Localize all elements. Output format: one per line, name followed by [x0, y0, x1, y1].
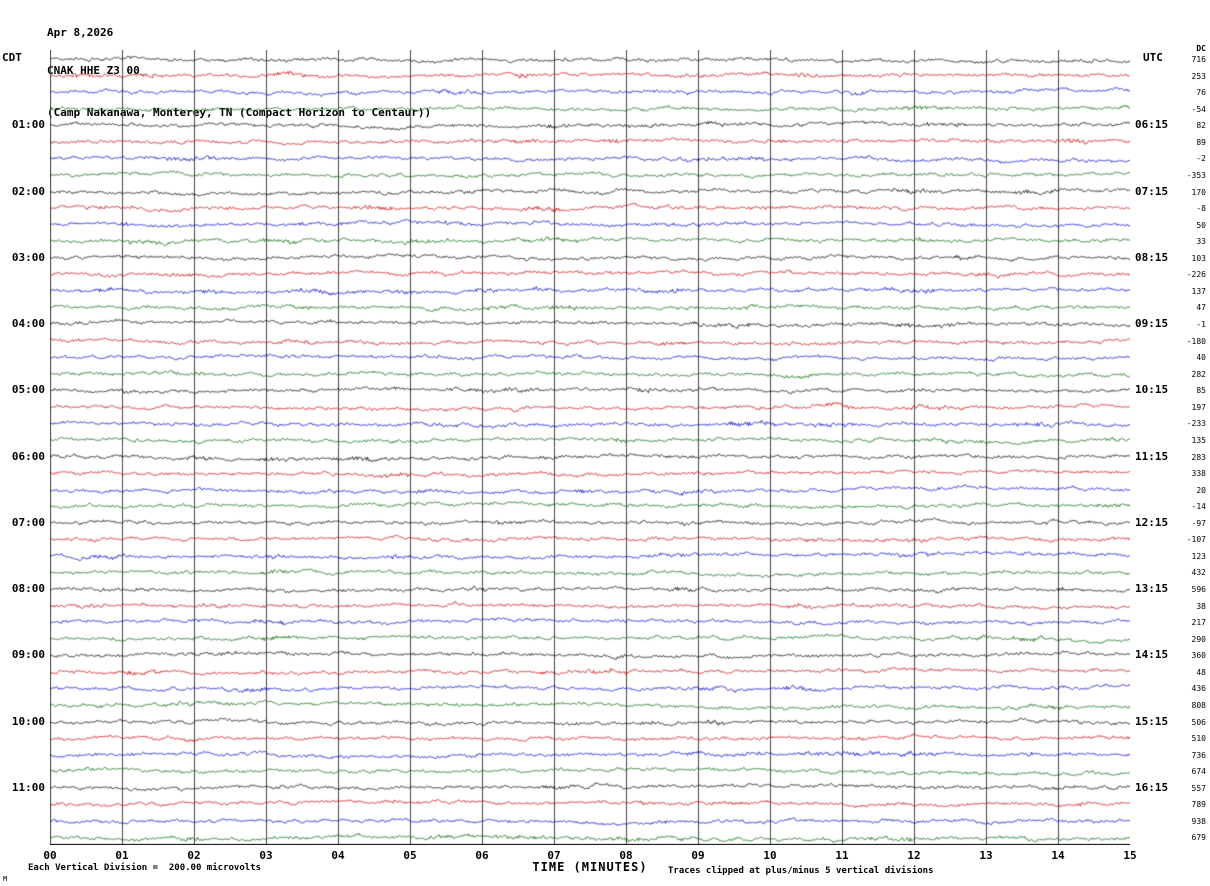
dc-offset-header: DC	[1196, 44, 1206, 53]
left-time-label: 03:00	[11, 250, 45, 264]
right-time-label: 15:15	[1135, 714, 1169, 728]
right-time-label: 14:15	[1135, 648, 1169, 662]
dc-offset-value: -180	[1186, 336, 1206, 346]
dc-offset-value: 716	[1191, 55, 1206, 64]
dc-offset-value: 360	[1191, 651, 1206, 661]
dc-offset-value: 33	[1196, 237, 1206, 247]
x-tick-label: 09	[691, 849, 705, 862]
dc-offset-value: 85	[1196, 386, 1206, 396]
dc-offset-value: -107	[1186, 535, 1206, 545]
left-time-label: 05:00	[11, 383, 45, 397]
dc-offset-value: 253	[1191, 71, 1206, 81]
x-tick-label: 11	[835, 849, 849, 862]
dc-offset-value: 282	[1191, 369, 1206, 379]
left-time-label: 08:00	[11, 582, 45, 595]
dc-offset-value: 789	[1191, 800, 1206, 810]
dc-offset-value: 432	[1191, 568, 1206, 578]
dc-offset-value: -8	[1196, 204, 1206, 214]
dc-offset-value: 137	[1191, 286, 1206, 296]
left-axis-label: CDT	[2, 51, 22, 64]
dc-offset-value: 510	[1191, 734, 1206, 744]
dc-offset-value: 197	[1191, 402, 1206, 412]
x-tick-label: 07	[547, 849, 561, 862]
dc-offset-value: 48	[1196, 667, 1206, 677]
left-time-label: 01:00	[11, 118, 45, 132]
right-time-label: 13:15	[1135, 582, 1169, 595]
right-time-label: 16:15	[1135, 780, 1169, 794]
footer-scale-note: Each Vertical Division = 200.00 microvol…	[28, 863, 261, 873]
dc-offset-value: 506	[1191, 717, 1206, 727]
left-time-label: 07:00	[11, 515, 45, 529]
dc-offset-value: 38	[1196, 601, 1206, 611]
dc-offset-value: 135	[1191, 435, 1206, 445]
x-tick-label: 02	[187, 849, 201, 862]
right-time-label: 06:15	[1135, 118, 1169, 132]
left-time-label: 09:00	[11, 648, 45, 662]
x-tick-label: 08	[619, 849, 633, 862]
left-time-label: 06:00	[11, 449, 45, 463]
left-time-label: 11:00	[11, 780, 45, 794]
dc-offset-value: 103	[1191, 253, 1206, 263]
dc-offset-value: 808	[1191, 700, 1206, 710]
dc-offset-value: 736	[1191, 750, 1206, 760]
dc-offset-value: 50	[1196, 220, 1206, 230]
x-tick-label: 15	[1123, 849, 1137, 862]
right-time-label: 12:15	[1135, 515, 1169, 529]
dc-offset-value: -97	[1191, 518, 1206, 528]
dc-offset-value: -2	[1196, 154, 1206, 164]
x-tick-label: 00	[43, 849, 57, 862]
dc-offset-value: 679	[1191, 833, 1206, 843]
x-tick-label: 04	[331, 849, 345, 862]
x-tick-label: 12	[907, 849, 921, 862]
dc-offset-value: 170	[1191, 187, 1206, 197]
dc-offset-value: 76	[1196, 88, 1206, 98]
dc-offset-value: 20	[1196, 485, 1206, 495]
right-time-label: 07:15	[1135, 184, 1169, 198]
dc-offset-value: 89	[1196, 137, 1206, 147]
left-time-label: 02:00	[11, 184, 45, 198]
left-time-label: 04:00	[11, 317, 45, 330]
right-axis-label: UTC	[1143, 51, 1163, 64]
right-time-label: 10:15	[1135, 383, 1169, 397]
right-time-label: 11:15	[1135, 449, 1169, 463]
left-time-label: 10:00	[11, 714, 45, 728]
x-tick-label: 13	[979, 849, 993, 862]
dc-offset-value: 283	[1191, 452, 1206, 462]
dc-offset-value: 217	[1191, 618, 1206, 628]
dc-offset-value: 123	[1191, 551, 1206, 561]
right-time-label: 08:15	[1135, 250, 1169, 264]
x-tick-label: 01	[115, 849, 129, 862]
x-tick-label: 03	[259, 849, 273, 862]
date-label: Apr 8,2026	[47, 26, 114, 39]
dc-offset-value: -353	[1186, 170, 1206, 180]
right-time-label: 09:15	[1135, 317, 1169, 330]
dc-offset-value: 40	[1196, 353, 1206, 363]
dc-offset-value: -226	[1186, 270, 1206, 280]
x-axis-title: TIME (MINUTES)	[532, 860, 648, 874]
footer-clip-note: Traces clipped at plus/minus 5 vertical …	[668, 866, 934, 876]
dc-offset-value: 47	[1196, 303, 1206, 313]
dc-offset-value: 82	[1196, 121, 1206, 131]
dc-offset-value: 674	[1191, 767, 1206, 777]
dc-offset-value: -14	[1191, 502, 1206, 512]
dc-offset-value: -1	[1196, 320, 1206, 329]
dc-offset-value: 596	[1191, 585, 1206, 594]
x-tick-label: 06	[475, 849, 489, 862]
dc-offset-value: -233	[1186, 419, 1206, 429]
dc-offset-value: 557	[1191, 783, 1206, 793]
x-tick-label: 14	[1051, 849, 1065, 862]
dc-offset-value: 436	[1191, 684, 1206, 694]
dc-offset-value: -54	[1191, 104, 1206, 114]
dc-offset-value: 290	[1191, 634, 1206, 644]
x-tick-label: 10	[763, 849, 777, 862]
seismogram-plot	[50, 50, 1130, 845]
dc-offset-value: 938	[1191, 816, 1206, 826]
x-tick-label: 05	[403, 849, 417, 862]
corner-mark: M	[3, 875, 8, 883]
dc-offset-value: 338	[1191, 469, 1206, 479]
